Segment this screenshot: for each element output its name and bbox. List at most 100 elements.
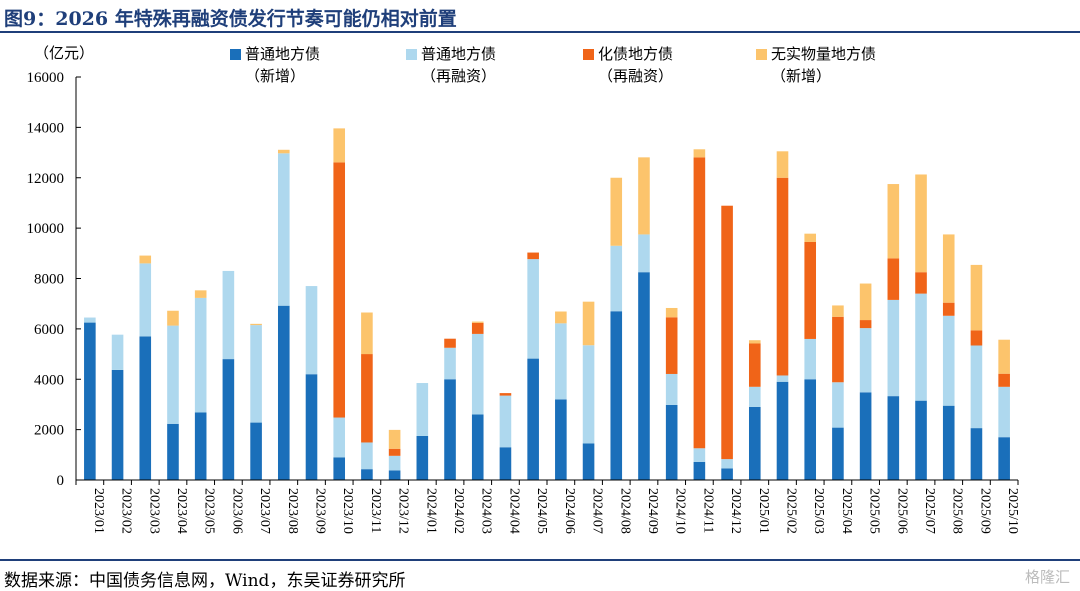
x-tick-label: 2024/04 — [506, 488, 521, 534]
watermark: 格隆汇 — [1025, 566, 1070, 587]
legend-label-sub: （新增） — [245, 67, 305, 85]
x-tick-label: 2025/10 — [1005, 488, 1020, 534]
x-tick-label: 2024/03 — [479, 488, 494, 534]
x-tick-label: 2023/07 — [257, 488, 272, 534]
legend-swatch — [230, 49, 241, 60]
bar-segment-series-1 — [859, 392, 872, 480]
y-tick-label: 14000 — [27, 120, 65, 136]
bar-segment-series-1 — [582, 443, 595, 480]
bar-segment-series-2 — [250, 325, 262, 423]
legend-label-sub: （再融资） — [421, 67, 496, 85]
bar-segment-series-2 — [444, 347, 456, 380]
bar-segment-series-4 — [194, 290, 207, 298]
x-tick-label: 2024/07 — [590, 488, 605, 534]
bar-segment-series-1 — [970, 428, 983, 480]
bar-segment-series-2 — [887, 299, 900, 397]
bar-segment-series-3 — [361, 354, 373, 443]
y-axis: 0 2000 4000 6000 8000 10000 12000 14000 16000 — [27, 70, 81, 489]
bar-segment-series-3 — [527, 252, 539, 260]
bar-segment-series-1 — [194, 412, 207, 480]
bar-segment-series-3 — [721, 205, 733, 460]
bar-segment-series-1 — [416, 435, 429, 480]
bar-segment-series-2 — [942, 315, 955, 406]
bar-segment-series-1 — [555, 399, 567, 480]
x-tick-label: 2024/02 — [451, 488, 466, 534]
watermark-text: 格隆汇 — [1024, 568, 1070, 586]
bar-segment-series-3 — [859, 320, 872, 329]
x-tick-label: 2023/10 — [340, 488, 355, 534]
bar-segment-series-1 — [638, 272, 650, 480]
x-tick-label: 2024/06 — [562, 488, 577, 534]
bar-segment-series-1 — [277, 305, 290, 480]
bar-segment-series-1 — [499, 447, 512, 480]
x-tick-label: 2023/08 — [285, 488, 300, 534]
x-tick-label: 2025/09 — [977, 488, 992, 534]
bar-segment-series-4 — [638, 157, 650, 235]
x-tick-label: 2024/01 — [423, 488, 438, 534]
x-tick-label: 2024/09 — [645, 488, 660, 534]
bar-segment-series-4 — [970, 264, 983, 331]
x-tick-label: 2023/06 — [229, 488, 244, 534]
bar-segment-series-3 — [832, 316, 844, 383]
bar-segment-series-2 — [471, 333, 484, 415]
bar-segment-series-1 — [84, 322, 96, 480]
bar-segment-series-3 — [333, 162, 346, 418]
bar-segment-series-4 — [139, 255, 152, 264]
bar-segment-series-1 — [887, 396, 900, 480]
legend-label: 普通地方债 — [421, 45, 496, 63]
bar-segment-series-3 — [444, 338, 456, 348]
bar-segment-series-2 — [361, 442, 373, 470]
bar-segment-series-1 — [748, 406, 761, 480]
bar-segment-series-2 — [388, 455, 401, 471]
bar-segment-series-4 — [887, 184, 900, 259]
bar-segment-series-4 — [665, 307, 678, 318]
stacked-bar-chart: （亿元） 普通地方债 （新增） 普通地方债 （再融资） 化债地方债 （再融资） 无实物量地方… — [27, 44, 1021, 534]
bar-segment-series-3 — [776, 177, 789, 376]
bar-segment-series-1 — [665, 404, 678, 480]
bar-segment-series-3 — [665, 317, 678, 374]
x-tick-label: 2025/03 — [811, 488, 826, 534]
bar-segment-series-1 — [361, 469, 373, 480]
bar-segment-series-3 — [915, 272, 927, 294]
y-tick-label: 16000 — [27, 70, 65, 86]
bar-segment-series-2 — [665, 373, 678, 405]
bar-segment-series-4 — [915, 174, 927, 273]
bar-segment-series-2 — [832, 382, 844, 428]
bar-segment-series-4 — [471, 321, 484, 323]
bar-segment-series-3 — [998, 373, 1010, 387]
x-tick-label: 2023/05 — [202, 488, 217, 534]
bar-segment-series-2 — [555, 323, 567, 400]
bar-segment-series-1 — [998, 437, 1010, 480]
legend-swatch — [583, 49, 594, 60]
y-unit-label: （亿元） — [34, 44, 94, 62]
bar-segment-series-4 — [582, 301, 595, 346]
bar-segment-series-2 — [84, 317, 96, 323]
bar-segment-series-2 — [333, 417, 346, 458]
bar-segment-series-4 — [610, 177, 623, 246]
bar-segment-series-1 — [610, 311, 623, 480]
bar-segment-series-3 — [804, 241, 817, 339]
bar-segment-series-3 — [693, 157, 706, 449]
bar-segment-series-2 — [804, 338, 817, 380]
bar-segment-series-1 — [776, 381, 789, 480]
x-tick-label: 2024/12 — [728, 488, 743, 534]
bar-segment-series-3 — [887, 258, 900, 300]
bar-segment-series-1 — [139, 336, 152, 480]
x-tick-label: 2023/12 — [396, 488, 411, 534]
legend-label: 无实物量地方债 — [771, 45, 876, 63]
bar-segment-series-4 — [942, 234, 955, 303]
bar-segment-series-1 — [444, 379, 456, 480]
x-tick-label: 2024/11 — [700, 488, 715, 533]
bar-segment-series-4 — [361, 312, 373, 355]
bar-segment-series-4 — [859, 283, 872, 321]
bar-segment-series-2 — [748, 386, 761, 407]
bar-segment-series-1 — [222, 359, 235, 480]
legend-label-sub: （再融资） — [598, 67, 673, 85]
y-tick-label: 0 — [57, 473, 65, 489]
bar-segment-series-1 — [167, 423, 179, 480]
bar-segment-series-1 — [832, 427, 844, 480]
bar-segment-series-2 — [638, 234, 650, 273]
x-tick-label: 2025/04 — [839, 488, 854, 534]
bar-segment-series-3 — [970, 330, 983, 346]
bar-segment-series-4 — [998, 339, 1010, 374]
